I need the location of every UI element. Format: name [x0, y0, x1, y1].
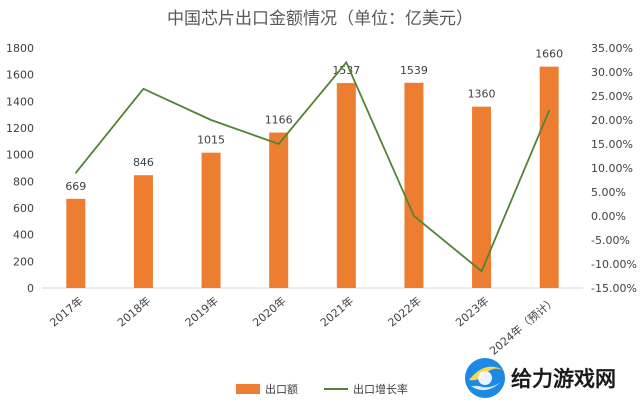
y-right-tick-label: 20.00%	[591, 114, 633, 127]
data-label: 1360	[468, 88, 496, 101]
watermark: 给力游戏网	[463, 355, 633, 401]
y-left-tick-label: 400	[13, 229, 34, 242]
data-label: 1537	[332, 64, 360, 77]
y-right-tick-label: 10.00%	[591, 162, 633, 175]
data-label: 1015	[197, 134, 225, 147]
x-tick-label: 2018年	[114, 294, 153, 330]
bar	[336, 83, 356, 288]
y-left-tick-label: 1200	[6, 122, 34, 135]
y-right-tick-label: 15.00%	[591, 138, 633, 151]
data-label: 1166	[265, 114, 293, 127]
y-left-tick-label: 1800	[6, 42, 34, 55]
x-tick-label: 2021年	[317, 294, 356, 330]
y-left-tick-label: 1400	[6, 95, 34, 108]
y-right-tick-label: 30.00%	[591, 66, 633, 79]
bar	[472, 106, 492, 289]
line-point	[277, 143, 280, 145]
y-left-tick-label: 1600	[6, 69, 34, 82]
x-tick-label: 2017年	[47, 294, 86, 330]
line-point	[142, 88, 145, 90]
y-left-tick-label: 1000	[6, 149, 34, 162]
legend-label-bar: 出口额	[265, 382, 298, 396]
plot-area: 0 200 400 600 800 1000 1200 1400 1600 1800 -15.00%…	[6, 42, 637, 358]
y-left-tick-label: 600	[13, 202, 34, 215]
legend: 出口额 出口增长率	[236, 382, 408, 396]
y-right-tick-label: -5.00%	[591, 234, 630, 247]
line-point	[210, 119, 212, 121]
bar	[133, 175, 153, 288]
line-point	[345, 61, 348, 64]
line-point	[548, 109, 550, 112]
y-right-tick-label: 25.00%	[591, 90, 633, 103]
x-tick-label: 2019年	[182, 294, 221, 330]
growth-line	[75, 60, 551, 273]
x-tick-label: 2024年（预计）	[487, 294, 560, 358]
y-left-tick-label: 800	[13, 175, 34, 188]
data-label: 1660	[535, 48, 563, 61]
y-right-tick-label: -10.00%	[591, 258, 637, 271]
chart-title: 中国芯片出口金额情况（单位：亿美元）	[167, 9, 473, 29]
line-point	[75, 172, 77, 174]
y-right-tick-label: -15.00%	[591, 282, 637, 295]
data-label: 1539	[400, 64, 428, 77]
y-left-tick-label: 200	[13, 255, 34, 268]
legend-label-line: 出口增长率	[353, 382, 408, 396]
x-tick-label: 2023年	[453, 294, 492, 330]
x-tick-label: 2020年	[250, 294, 289, 330]
bar	[539, 66, 559, 289]
x-tick-label: 2022年	[385, 294, 424, 330]
bar	[66, 198, 86, 288]
data-label: 669	[65, 180, 86, 193]
y-right-tick-label: 5.00%	[591, 186, 626, 199]
line-point	[480, 270, 483, 273]
legend-swatch-bar	[236, 384, 260, 394]
bar	[201, 152, 221, 288]
y-left-tick-label: 0	[27, 282, 34, 295]
game-site-logo-icon	[465, 358, 505, 398]
line-point	[413, 215, 415, 217]
bar	[404, 82, 424, 288]
data-label: 846	[133, 156, 154, 169]
bar	[269, 132, 289, 288]
y-right-tick-label: 0.00%	[591, 210, 626, 223]
y-right-tick-label: 35.00%	[591, 42, 633, 55]
watermark-text: 给力游戏网	[511, 367, 616, 391]
